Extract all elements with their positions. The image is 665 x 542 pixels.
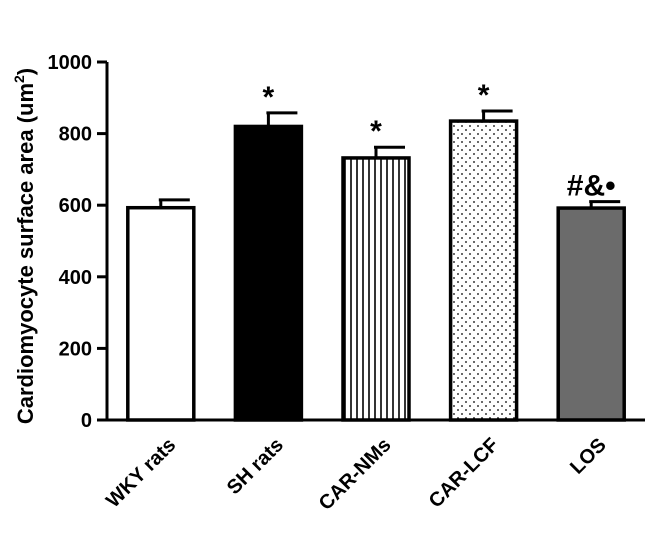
x-tick-label-wky-rats: WKY rats — [102, 434, 180, 512]
bar-annotation-sh-rats: * — [263, 81, 275, 114]
y-tick-label-2: 400 — [59, 267, 92, 289]
y-tick-label-3: 600 — [59, 195, 92, 217]
bars: * * * #&• — [126, 79, 626, 422]
x-tick-label-los: LOS — [566, 434, 611, 479]
y-axis-title-superscript: 2 — [11, 75, 27, 83]
x-axis: WKY rats SH rats CAR-NMs CAR-LCF LOS — [102, 418, 645, 515]
bar-car-lcf — [448, 119, 519, 422]
y-axis-title: Cardiomyocyte surface area (um2) — [11, 68, 38, 424]
y-axis: 0 200 400 600 800 1000 — [48, 52, 109, 432]
y-axis-title-suffix: ) — [13, 68, 38, 75]
bar-los — [556, 206, 626, 422]
bar-sh-rats — [233, 124, 304, 422]
bar-car-nms — [341, 156, 411, 422]
x-tick-label-car-lcf: CAR-LCF — [425, 434, 503, 512]
y-tick-label-1: 200 — [59, 338, 92, 360]
bar-annotation-los: #&• — [567, 170, 616, 203]
x-tick-label-car-nms: CAR-NMs — [315, 434, 396, 515]
bar-annotation-car-lcf: * — [478, 79, 490, 112]
y-tick-label-4: 800 — [59, 124, 92, 146]
bar-wky-rats — [126, 205, 196, 422]
bar-annotation-car-nms: * — [370, 115, 382, 148]
y-tick-label-0: 0 — [81, 410, 92, 432]
x-tick-label-sh-rats: SH rats — [223, 434, 288, 499]
y-tick-label-5: 1000 — [48, 52, 93, 74]
